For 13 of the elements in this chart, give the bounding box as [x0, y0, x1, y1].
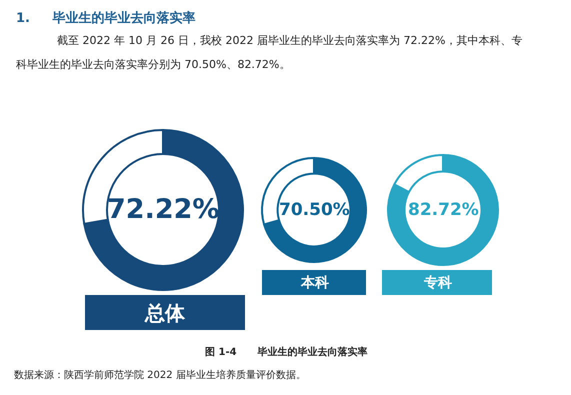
- data-label: 82.72%: [408, 200, 479, 220]
- text: 专科: [423, 274, 452, 291]
- text: 1. 毕业生的毕业去向落实率: [16, 10, 196, 26]
- data-label: 70.50%: [279, 200, 350, 220]
- donut-slice: [83, 129, 244, 291]
- donut-slice: [387, 154, 499, 266]
- text: 总体: [144, 301, 186, 325]
- text: 截至 2022 年 10 月 26 日，我校 2022 届毕业生的毕业去向落实率为 72.22%，其中本科、专科毕业生的毕业去向落实率分别为 70.50%、82.72%。: [16, 34, 522, 71]
- donut-slice: [263, 157, 367, 263]
- text: 本科: [300, 275, 329, 291]
- data-label: 72.22%: [107, 194, 220, 225]
- source-note: 数据来源：陕西学前师范学院 2022 届毕业生培养质量评价数据。: [14, 369, 306, 381]
- caption: 图 1-4 毕业生的毕业去向落实率: [205, 346, 368, 358]
